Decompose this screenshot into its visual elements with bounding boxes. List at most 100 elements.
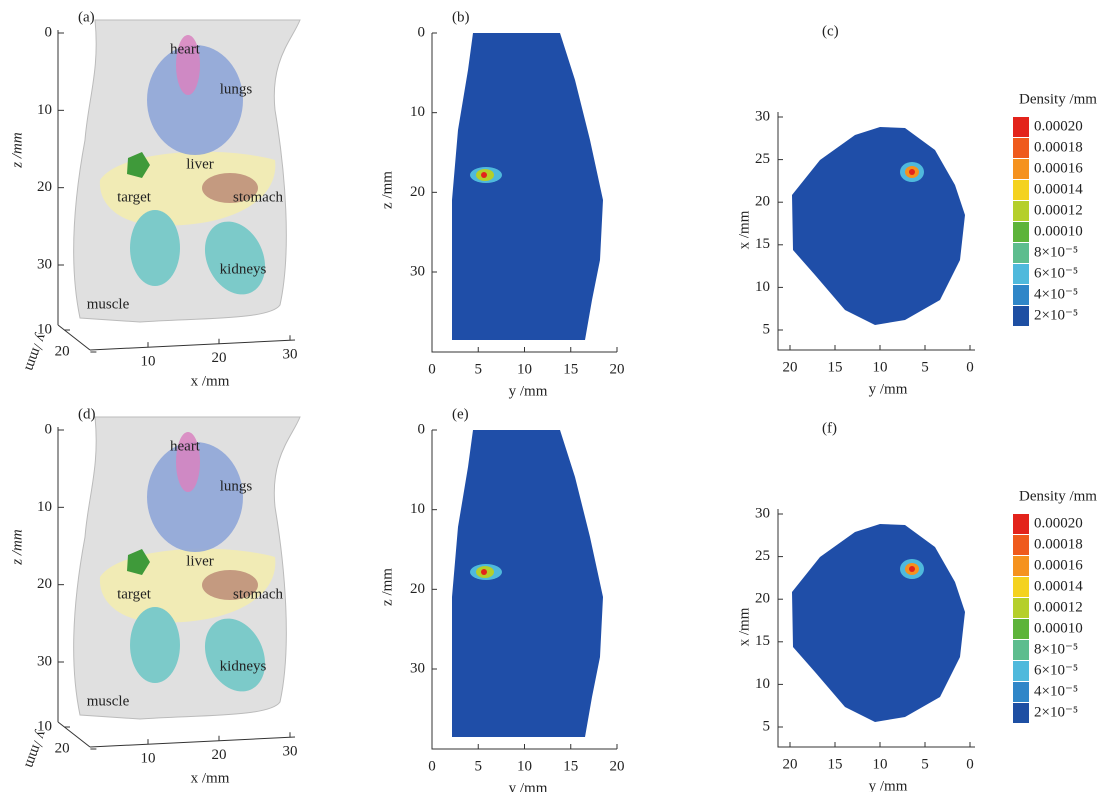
axis-label: y /mm: [869, 778, 908, 792]
density-region: [452, 430, 603, 737]
axis-label: x /mm: [191, 373, 230, 389]
colorbar-swatch: [1013, 703, 1029, 723]
axis-label: y /mm: [21, 331, 49, 373]
colorbar-label: 0.00014: [1034, 181, 1083, 197]
organ-label: lungs: [220, 478, 253, 494]
y-tick-label: 15: [755, 633, 770, 649]
panel-label: (a): [78, 9, 95, 25]
x-tick-label: 10: [873, 756, 888, 772]
organ-label: kidneys: [220, 261, 267, 277]
z-tick-label: 0: [45, 421, 53, 437]
organ-label: liver: [186, 156, 214, 172]
x-tick-label: 0: [428, 758, 436, 774]
colorbar-swatch: [1013, 159, 1029, 179]
y-tick-label: 20: [755, 591, 770, 607]
axis-label: y /mm: [509, 780, 548, 792]
colorbar-label: 0.00018: [1034, 536, 1083, 552]
colorbar-swatch: [1013, 285, 1029, 305]
organ-label: muscle: [87, 296, 130, 312]
x-tick-label: 20: [783, 756, 798, 772]
y-tick-label: 30: [755, 108, 770, 124]
organ-label: heart: [170, 438, 201, 454]
y-tick-label: 10: [755, 279, 770, 295]
axis-label: z /mm: [379, 568, 395, 606]
x-tick-label: 5: [475, 758, 483, 774]
x-tick-label: 30: [283, 744, 298, 760]
y-tick-label: 10: [410, 501, 425, 517]
y-tick-label: 25: [755, 151, 770, 167]
x-tick-label: 5: [475, 361, 483, 377]
axis-label: x /mm: [191, 770, 230, 786]
colorbar-swatch: [1013, 514, 1029, 534]
organ-label: muscle: [87, 693, 130, 709]
colorbar-label: 4×10⁻⁵: [1034, 683, 1078, 699]
x-tick-label: 0: [428, 361, 436, 377]
colorbar-label: 0.00014: [1034, 578, 1083, 594]
y-tick-label: 0: [418, 421, 426, 437]
y-tick-label: 20: [410, 581, 425, 597]
axis-label: y /mm: [869, 381, 908, 397]
y-tick-label: 10: [755, 676, 770, 692]
colorbar-label: 6×10⁻⁵: [1034, 265, 1078, 281]
y-tick-label: 5: [763, 321, 771, 337]
organ-label: kidneys: [220, 658, 267, 674]
y-tick-label: 30: [410, 263, 425, 279]
density-region: [792, 524, 965, 722]
x-tick-label: 10: [517, 758, 532, 774]
colorbar-label: 4×10⁻⁵: [1034, 286, 1078, 302]
colorbar-swatch: [1013, 201, 1029, 221]
y-tick-label: 10: [410, 104, 425, 120]
colorbar-label: 0.00016: [1034, 557, 1083, 573]
axis-label: z /mm: [9, 132, 25, 169]
x-tick-label: 20: [783, 359, 798, 375]
x-tick-label: 30: [283, 347, 298, 363]
hotspot: [909, 566, 915, 572]
density-region: [452, 33, 603, 340]
kidney-shape: [130, 210, 180, 286]
colorbar-label: 0.00010: [1034, 223, 1083, 239]
y-tick-label: 0: [418, 24, 426, 40]
z-tick-label: 30: [37, 256, 52, 272]
colorbar-swatch: [1013, 222, 1029, 242]
colorbar-label: 0.00020: [1034, 118, 1083, 134]
organ-label: heart: [170, 41, 201, 57]
x-tick-label: 20: [610, 361, 625, 377]
x-tick-label: 5: [921, 756, 929, 772]
z-tick-label: 0: [45, 24, 53, 40]
hotspot: [909, 169, 915, 175]
colorbar-swatch: [1013, 661, 1029, 681]
axis-label: z /mm: [9, 529, 25, 566]
colorbar-label: 0.00016: [1034, 160, 1083, 176]
colorbar-swatch: [1013, 619, 1029, 639]
x-tick-label: 0: [966, 756, 974, 772]
organ-label: target: [117, 189, 152, 205]
colorbar-label: 0.00020: [1034, 515, 1083, 531]
y-tick-label: 20: [755, 194, 770, 210]
z-tick-label: 10: [37, 499, 52, 515]
y-tick-label: 30: [410, 660, 425, 676]
x-tick-label: 15: [828, 359, 843, 375]
panel-label: (b): [452, 9, 470, 25]
panel-label: (c): [822, 23, 839, 39]
colorbar-swatch: [1013, 180, 1029, 200]
colorbar-swatch: [1013, 243, 1029, 263]
organ-label: liver: [186, 553, 214, 569]
density-region: [792, 127, 965, 325]
x-axis: [90, 340, 295, 350]
colorbar-title: Density /mm: [1019, 91, 1097, 107]
x-tick-label: 15: [563, 758, 578, 774]
z-tick-label: 10: [37, 102, 52, 118]
x-tick-label: 15: [563, 361, 578, 377]
x-tick-label: 20: [610, 758, 625, 774]
colorbar-label: 6×10⁻⁵: [1034, 662, 1078, 678]
colorbar-swatch: [1013, 117, 1029, 137]
figure: 0 10 20 30 10 20 30 10 20 z /mm x /mm y /mm heart lun…: [0, 0, 1113, 792]
axis-label: z /mm: [379, 171, 395, 209]
y-tick-label: 30: [755, 505, 770, 521]
